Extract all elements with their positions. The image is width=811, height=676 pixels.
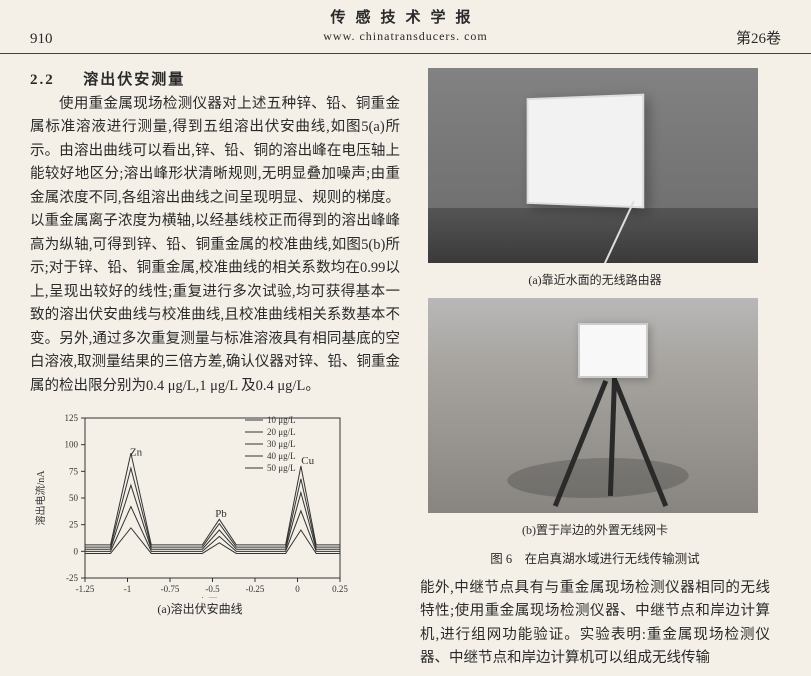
svg-text:-0.75: -0.75 bbox=[161, 584, 180, 594]
section-number: 2.2 bbox=[30, 72, 55, 88]
svg-text:100: 100 bbox=[65, 440, 79, 450]
page-header: 传感技术学报 www. chinatransducers. com 910 第2… bbox=[0, 0, 811, 54]
journal-title: 传感技术学报 bbox=[0, 6, 811, 27]
svg-text:-25: -25 bbox=[66, 573, 78, 583]
photo-a-caption: (a)靠近水面的无线路由器 bbox=[420, 271, 770, 288]
svg-text:0.25: 0.25 bbox=[332, 584, 348, 594]
photo-b-caption: (b)置于岸边的外置无线网卡 bbox=[420, 521, 770, 538]
svg-text:Pb: Pb bbox=[215, 508, 227, 520]
photo-tripod bbox=[428, 298, 758, 513]
svg-text:电压/V: 电压/V bbox=[198, 596, 229, 598]
svg-text:溶出电流/nA: 溶出电流/nA bbox=[34, 470, 47, 526]
chart-caption: (a)溶出伏安曲线 bbox=[30, 600, 370, 617]
photo-router bbox=[428, 68, 758, 263]
section-heading: 2.2 溶出伏安测量 bbox=[30, 68, 400, 89]
svg-text:50 μg/L: 50 μg/L bbox=[267, 463, 296, 473]
photo-a-water bbox=[428, 208, 758, 263]
page-number: 910 bbox=[30, 31, 53, 48]
svg-text:-1: -1 bbox=[124, 584, 132, 594]
svg-text:10 μg/L: 10 μg/L bbox=[267, 415, 296, 425]
svg-text:Zn: Zn bbox=[130, 447, 143, 459]
svg-text:20 μg/L: 20 μg/L bbox=[267, 427, 296, 437]
journal-url: www. chinatransducers. com bbox=[0, 29, 811, 44]
svg-text:0: 0 bbox=[74, 547, 79, 557]
voltammetry-chart: -1.25 -1 -0.75 -0.5 -0.25 0 0.25 -25 0 25 50 75 100 1… bbox=[30, 408, 370, 608]
section-title: 溶出伏安测量 bbox=[83, 72, 185, 88]
wireless-card bbox=[578, 323, 648, 378]
right-column: (a)靠近水面的无线路由器 (b)置于岸边的外置无线网卡 图 6 在启真湖水域进… bbox=[420, 68, 770, 671]
volume-label: 第26卷 bbox=[736, 27, 781, 48]
svg-text:-0.5: -0.5 bbox=[205, 584, 220, 594]
svg-text:75: 75 bbox=[69, 467, 79, 477]
left-paragraph: 使用重金属现场检测仪器对上述五种锌、铅、铜重金属标准溶液进行测量,得到五组溶出伏… bbox=[30, 93, 400, 398]
svg-text:25: 25 bbox=[69, 520, 79, 530]
photo-a-router-panel bbox=[527, 94, 645, 209]
svg-text:30 μg/L: 30 μg/L bbox=[267, 439, 296, 449]
left-column: 2.2 溶出伏安测量 使用重金属现场检测仪器对上述五种锌、铅、铜重金属标准溶液进… bbox=[30, 68, 400, 671]
svg-text:0: 0 bbox=[295, 584, 300, 594]
svg-text:-1.25: -1.25 bbox=[76, 584, 95, 594]
svg-text:50: 50 bbox=[69, 493, 79, 503]
svg-text:40 μg/L: 40 μg/L bbox=[267, 451, 296, 461]
figure-6-caption: 图 6 在启真湖水域进行无线传输测试 bbox=[420, 548, 770, 567]
svg-text:Cu: Cu bbox=[301, 455, 314, 467]
svg-text:125: 125 bbox=[65, 413, 79, 423]
content-columns: 2.2 溶出伏安测量 使用重金属现场检测仪器对上述五种锌、铅、铜重金属标准溶液进… bbox=[0, 54, 811, 671]
chart-svg: -1.25 -1 -0.75 -0.5 -0.25 0 0.25 -25 0 25 50 75 100 1… bbox=[30, 408, 370, 598]
right-paragraph: 能外,中继节点具有与重金属现场检测仪器相同的无线特性;使用重金属现场检测仪器、中… bbox=[420, 577, 770, 671]
svg-text:-0.25: -0.25 bbox=[246, 584, 265, 594]
